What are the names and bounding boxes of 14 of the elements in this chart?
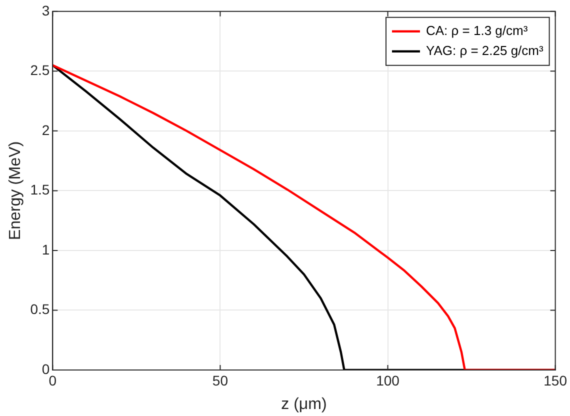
- x-tick-label: 150: [544, 372, 568, 388]
- y-tick-label: 1.5: [30, 182, 50, 198]
- y-tick-label: 2.5: [30, 62, 50, 78]
- legend-label: CA: ρ = 1.3 g/cm³: [426, 22, 528, 38]
- x-axis-title: z (μm): [281, 396, 327, 413]
- y-axis-title: Energy (MeV): [7, 141, 24, 240]
- y-tick-label: 3: [42, 2, 50, 18]
- y-tick-label: 2: [42, 122, 50, 138]
- y-tick-label: 0.5: [30, 301, 50, 318]
- x-tick-label: 100: [376, 372, 400, 388]
- legend-label: YAG: ρ = 2.25 g/cm³: [426, 42, 544, 58]
- y-tick-label: 1: [42, 241, 50, 258]
- y-tick-label: 0: [42, 360, 50, 377]
- x-tick-label: 50: [212, 372, 228, 388]
